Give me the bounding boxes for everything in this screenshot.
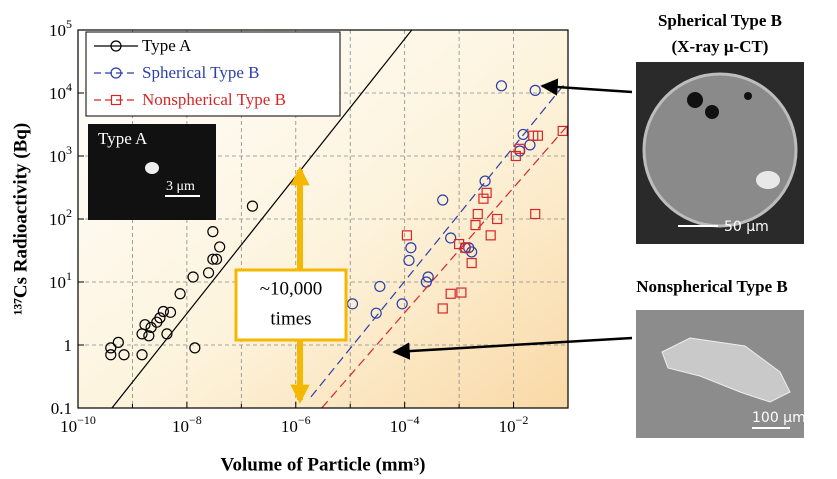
data-point (187, 271, 199, 283)
data-point (105, 342, 117, 354)
x-tick-label: 10−10 (60, 413, 96, 436)
fit-line (321, 124, 569, 409)
legend-marker (110, 40, 122, 52)
data-point (530, 208, 541, 220)
data-point (154, 312, 166, 324)
data-point (118, 349, 130, 361)
y-tick-label: 101 (49, 269, 72, 292)
ratio-box (234, 268, 348, 342)
data-point (161, 328, 173, 340)
data-point (454, 238, 465, 250)
data-point (472, 208, 483, 220)
legend-label: Nonspherical Type B (142, 90, 286, 109)
y-tick-label: 104 (49, 80, 72, 103)
data-point (139, 319, 151, 331)
data-point (456, 287, 467, 298)
image-title: Spherical Type B (658, 11, 782, 30)
data-point (532, 130, 544, 141)
y-tick-label: 105 (49, 17, 72, 40)
pointer-arrow (392, 336, 633, 360)
data-point (164, 306, 177, 318)
data-point (529, 84, 541, 96)
data-point (105, 349, 117, 361)
inset-label: Type A (98, 129, 148, 148)
data-point (481, 187, 492, 198)
inset-scale: 3 μm (166, 179, 195, 194)
data-point (405, 242, 417, 254)
data-point (437, 303, 448, 314)
bright-spot (756, 171, 780, 189)
pore (744, 92, 752, 100)
y-tick-label: 1 (64, 336, 73, 355)
data-point (445, 232, 457, 244)
data-point (470, 220, 481, 231)
data-point (136, 349, 148, 361)
legend-label: Spherical Type B (142, 63, 259, 82)
data-point (466, 257, 477, 269)
data-point (157, 305, 169, 318)
x-axis-label: Volume of Particle (mm³) (221, 454, 426, 475)
data-point (485, 230, 496, 241)
ratio-text: ~10,000 (260, 278, 323, 299)
data-point (460, 242, 471, 253)
x-tick-label: 10−4 (390, 413, 420, 436)
data-point (143, 330, 155, 342)
data-point (214, 241, 226, 253)
image-scale: 100 μm (752, 410, 806, 426)
data-point (445, 288, 456, 299)
y-tick-label: 102 (49, 206, 72, 229)
legend-marker (110, 94, 122, 106)
plot-frame (77, 29, 569, 409)
data-point (403, 254, 415, 267)
data-point (189, 342, 201, 354)
data-point (557, 125, 568, 137)
data-point (374, 280, 386, 293)
marks (105, 29, 569, 409)
data-point (514, 143, 525, 154)
legend-marker (110, 67, 122, 79)
data-point (210, 253, 223, 265)
data-point (422, 271, 434, 283)
data-point (517, 128, 529, 141)
x-tick-label: 10−8 (172, 413, 202, 436)
inset-particle (145, 162, 159, 174)
y-axis-label: ¹³⁷Cs Radioactivity (Bq) (10, 123, 31, 315)
y-tick-label: 103 (49, 143, 72, 166)
data-point (492, 213, 503, 225)
ct-particle (642, 72, 798, 228)
ratio-text: times (270, 308, 311, 329)
data-point (246, 200, 259, 212)
image-title: (X-ray μ-CT) (672, 37, 769, 56)
legend-label: Type A (142, 36, 192, 55)
fit-line (310, 83, 566, 398)
data-point (207, 226, 219, 238)
image-scale: 50 μm (724, 219, 769, 235)
data-point (478, 193, 489, 204)
data-point (437, 194, 449, 206)
x-tick-label: 10−2 (499, 413, 529, 436)
pointer-arrow (540, 78, 633, 96)
fit-line (111, 29, 413, 409)
data-point (174, 288, 186, 300)
pore (705, 105, 719, 119)
data-point (112, 336, 124, 348)
data-point (401, 230, 413, 241)
y-tick-label: 0.1 (51, 399, 72, 418)
legend: Type A Spherical Type B Nonspherical Type … (85, 31, 341, 117)
data-point (479, 175, 491, 187)
sem-particle (661, 337, 791, 403)
x-tick-label: 10−6 (281, 413, 311, 436)
pore (687, 92, 703, 108)
data-point (495, 80, 508, 92)
data-point (202, 267, 215, 279)
data-point (370, 307, 382, 319)
data-point (396, 298, 408, 310)
image-title: Nonspherical Type B (636, 277, 787, 296)
data-point (207, 253, 219, 265)
